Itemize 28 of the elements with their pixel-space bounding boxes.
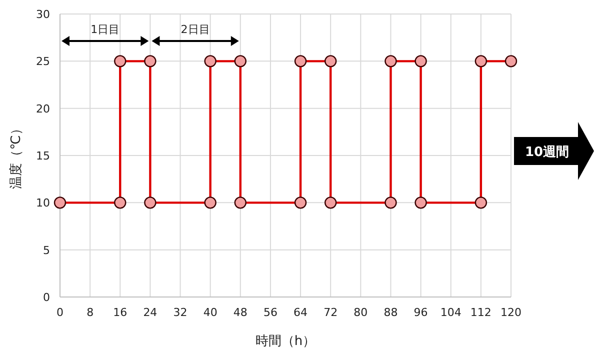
- x-tick-label: 64: [294, 306, 308, 319]
- x-tick-label: 80: [354, 306, 368, 319]
- x-tick-label: 120: [500, 306, 522, 319]
- y-tick-label: 20: [36, 102, 50, 116]
- x-tick-label: 0: [56, 306, 64, 319]
- text: 10週間: [524, 145, 570, 160]
- x-tick-label: 112: [470, 306, 492, 319]
- x-tick-label: 48: [233, 306, 248, 319]
- x-tick-label: 32: [173, 306, 188, 319]
- y-tick-label: 5: [43, 244, 50, 257]
- x-tick-label: 96: [414, 306, 428, 319]
- y-tick-label: 15: [36, 150, 50, 162]
- x-tick-label: 88: [384, 306, 398, 319]
- y-tick-label: 0: [43, 291, 50, 304]
- x-axis-title: 時間（h）: [255, 334, 316, 349]
- y-tick-label: 10: [36, 196, 50, 210]
- x-tick-label: 104: [440, 306, 462, 319]
- x-tick-label: 56: [263, 306, 278, 319]
- y-axis-title: 温度（℃）: [8, 122, 24, 189]
- y-tick-label: 25: [36, 55, 50, 68]
- annotation: 2日目: [180, 23, 210, 36]
- x-tick-label: 72: [324, 306, 338, 319]
- y-tick-label: 30: [36, 8, 50, 21]
- x-tick-label: 8: [86, 306, 94, 319]
- annotation: 1日目: [90, 23, 120, 36]
- x-tick-label: 16: [113, 306, 128, 319]
- x-tick-label: 40: [203, 306, 218, 319]
- x-tick-label: 24: [143, 306, 158, 319]
